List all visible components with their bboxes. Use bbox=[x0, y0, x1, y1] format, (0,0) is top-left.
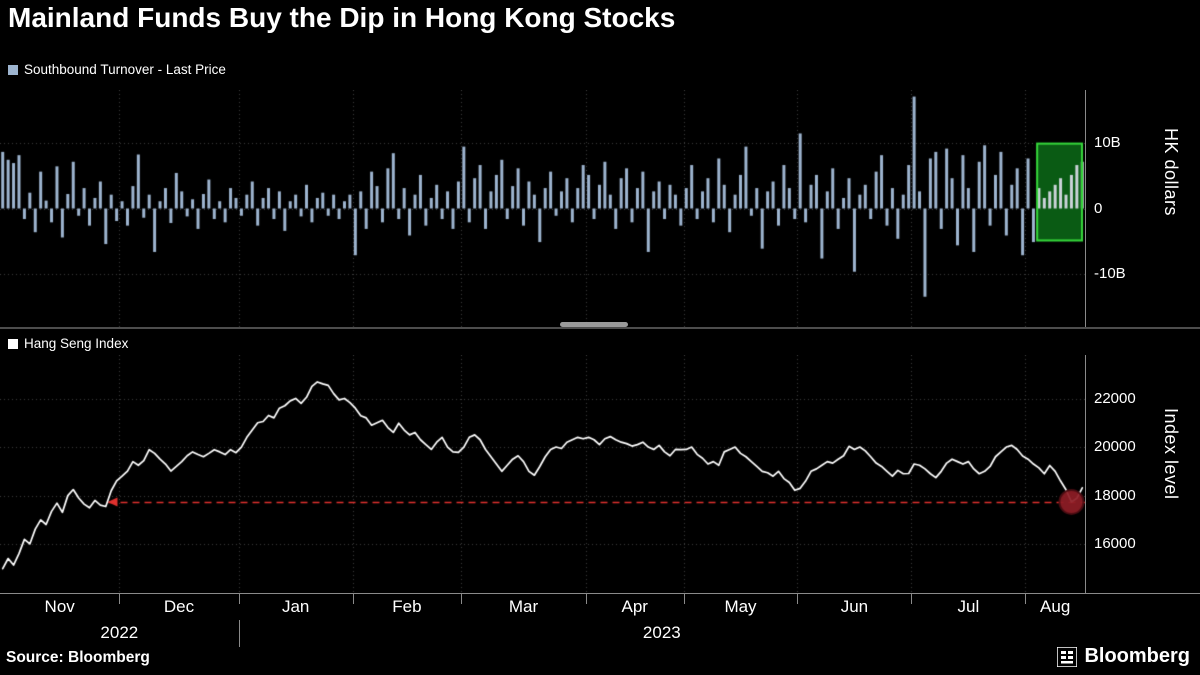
x-axis-month-label: Apr bbox=[621, 597, 648, 616]
x-axis-month-label: Mar bbox=[508, 597, 539, 616]
x-axis-year-separator bbox=[239, 620, 240, 647]
top-y-tick-label: 0 bbox=[1094, 199, 1103, 217]
x-axis-month-tick bbox=[1025, 593, 1026, 604]
x-axis-month-label: Feb bbox=[392, 597, 422, 616]
x-axis-month-label: May bbox=[724, 597, 757, 616]
chart-title: Mainland Funds Buy the Dip in Hong Kong … bbox=[8, 2, 676, 33]
x-axis-month-tick bbox=[586, 593, 587, 604]
bottom-y-tick-label: 18000 bbox=[1094, 486, 1136, 504]
x-axis-month-label: Jun bbox=[840, 597, 869, 616]
x-axis-line bbox=[0, 593, 1200, 594]
bottom-axis-title: Index level bbox=[1161, 408, 1181, 500]
hang-seng-line-chart bbox=[0, 355, 1085, 593]
bloomberg-logo-icon bbox=[1057, 646, 1078, 667]
x-axis-month-tick bbox=[797, 593, 798, 604]
turnover-legend-label: Southbound Turnover - Last Price bbox=[24, 62, 226, 77]
bottom-y-tick-label: 22000 bbox=[1094, 389, 1136, 407]
x-axis-month-tick bbox=[684, 593, 685, 604]
top-axis-title: HK dollars bbox=[1161, 128, 1181, 217]
bottom-y-axis-line bbox=[1085, 355, 1086, 594]
top-y-tick-label: -10B bbox=[1094, 265, 1126, 283]
panel-divider-handle bbox=[560, 322, 628, 327]
turnover-legend-swatch bbox=[8, 64, 18, 75]
x-axis-month-label: Jan bbox=[281, 597, 310, 616]
x-axis-month-tick bbox=[119, 593, 120, 604]
bottom-y-tick-label: 20000 bbox=[1094, 438, 1136, 456]
top-y-tick-label: 10B bbox=[1094, 133, 1121, 151]
turnover-legend: Southbound Turnover - Last Price bbox=[8, 62, 226, 77]
x-axis-month-label: Dec bbox=[163, 597, 195, 616]
bloomberg-logo: Bloomberg bbox=[1057, 645, 1190, 668]
southbound-turnover-bar-chart bbox=[0, 90, 1085, 327]
hang-seng-legend: Hang Seng Index bbox=[8, 336, 128, 351]
top-y-axis-line bbox=[1085, 90, 1086, 327]
panel-divider bbox=[0, 327, 1200, 329]
x-axis-year-label: 2023 bbox=[642, 623, 681, 642]
x-axis-month-label: Nov bbox=[44, 597, 75, 616]
x-axis-month-tick bbox=[461, 593, 462, 604]
x-axis-month-tick bbox=[353, 593, 354, 604]
x-axis-month-label: Jul bbox=[957, 597, 980, 616]
x-axis-month-label: Aug bbox=[1040, 597, 1071, 616]
x-axis-year-label: 2022 bbox=[100, 623, 139, 642]
bloomberg-logo-text: Bloomberg bbox=[1084, 645, 1190, 667]
source-label: Source: Bloomberg bbox=[6, 649, 150, 666]
x-axis-month-tick bbox=[911, 593, 912, 604]
bottom-y-tick-label: 16000 bbox=[1094, 535, 1136, 553]
hang-seng-legend-swatch bbox=[8, 338, 18, 349]
hang-seng-legend-label: Hang Seng Index bbox=[24, 336, 129, 351]
x-axis-month-tick bbox=[239, 593, 240, 604]
